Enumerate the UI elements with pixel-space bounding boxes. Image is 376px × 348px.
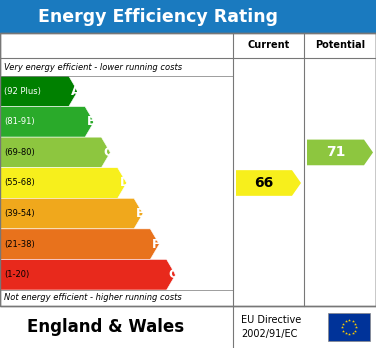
Text: 71: 71: [326, 145, 345, 159]
Text: Very energy efficient - lower running costs: Very energy efficient - lower running co…: [4, 63, 182, 71]
Text: (21-38): (21-38): [4, 240, 35, 248]
Polygon shape: [0, 106, 94, 137]
Polygon shape: [0, 137, 110, 168]
Bar: [0, 33, 376, 306]
Text: (1-20): (1-20): [4, 270, 29, 279]
Polygon shape: [0, 198, 143, 229]
Bar: [0, 33, 376, 306]
Text: Energy Efficiency Rating: Energy Efficiency Rating: [38, 8, 278, 25]
Text: 2002/91/EC: 2002/91/EC: [241, 329, 297, 339]
Text: (81-91): (81-91): [4, 117, 35, 126]
Bar: [0, 0, 376, 33]
Text: (92 Plus): (92 Plus): [4, 87, 41, 96]
Text: EU Directive: EU Directive: [241, 315, 301, 325]
Text: Current: Current: [247, 40, 290, 50]
Text: (69-80): (69-80): [4, 148, 35, 157]
Polygon shape: [236, 170, 301, 196]
Text: B: B: [87, 115, 97, 128]
Text: Not energy efficient - higher running costs: Not energy efficient - higher running co…: [4, 293, 182, 302]
Text: (55-68): (55-68): [4, 179, 35, 188]
Polygon shape: [0, 229, 159, 259]
Polygon shape: [0, 168, 127, 198]
Text: G: G: [168, 268, 179, 281]
Text: E: E: [136, 207, 144, 220]
Text: (39-54): (39-54): [4, 209, 35, 218]
Bar: [328, 313, 370, 341]
Text: A: A: [71, 85, 80, 98]
Text: 66: 66: [255, 176, 274, 190]
Text: England & Wales: England & Wales: [27, 318, 184, 336]
Text: Potential: Potential: [315, 40, 365, 50]
Polygon shape: [0, 76, 78, 106]
Text: F: F: [152, 238, 161, 251]
Polygon shape: [307, 140, 373, 165]
Polygon shape: [0, 259, 176, 290]
Text: D: D: [120, 176, 130, 190]
Text: C: C: [103, 146, 112, 159]
